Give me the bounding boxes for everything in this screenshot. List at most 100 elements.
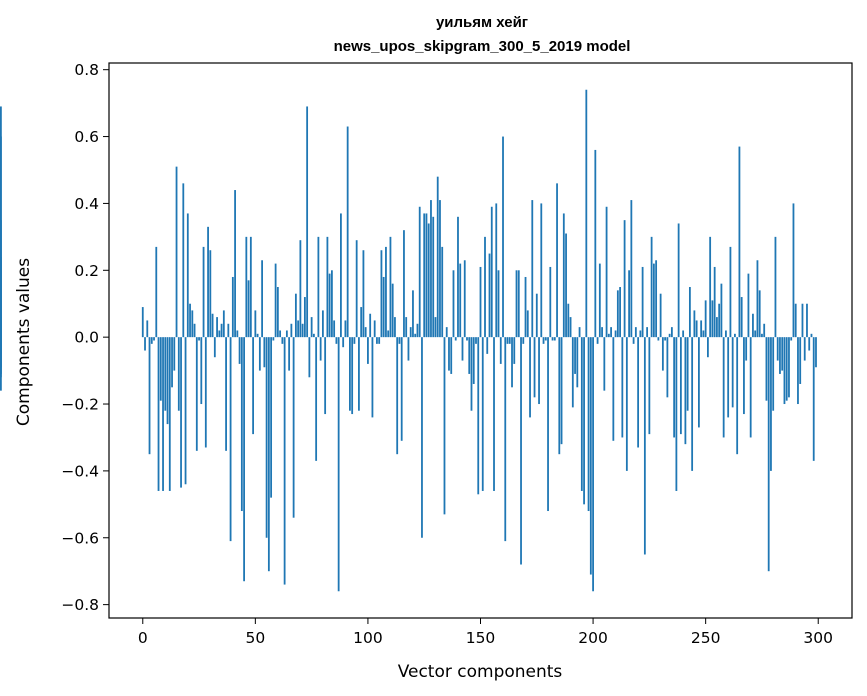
- bar-261: [729, 246, 732, 338]
- bar-56: [267, 337, 270, 572]
- bar-95: [355, 240, 358, 338]
- bar-296: [808, 337, 811, 351]
- x-tick-label: 150: [466, 629, 496, 647]
- bar-227: [652, 263, 655, 338]
- x-tick-label: 300: [803, 629, 833, 647]
- bar-55: [265, 337, 268, 538]
- bar-104: [376, 337, 378, 344]
- bar-110: [389, 236, 392, 338]
- bar-249: [702, 330, 705, 338]
- x-axis-label: Vector components: [398, 662, 563, 682]
- bar-50: [254, 310, 257, 338]
- bar-85: [333, 320, 336, 338]
- y-tick-label: −0.8: [61, 596, 99, 614]
- bar-226: [650, 236, 653, 338]
- bar-134: [443, 337, 446, 515]
- bar-144: [466, 337, 468, 341]
- bar-11: [166, 337, 169, 425]
- bar-193: [576, 337, 579, 388]
- bar-248: [700, 320, 703, 338]
- bar-13: [171, 337, 173, 388]
- bar-68: [294, 293, 297, 338]
- bar-245: [693, 310, 696, 338]
- bar-218: [632, 337, 635, 344]
- bar-147: [472, 337, 475, 384]
- bar-135: [445, 327, 448, 338]
- bar-90: [344, 320, 347, 338]
- bar-33: [216, 317, 218, 338]
- bar-236: [673, 337, 676, 438]
- bar-112: [394, 317, 396, 338]
- bar-202: [596, 337, 599, 344]
- bar-29: [207, 226, 209, 338]
- bar-34: [218, 330, 221, 338]
- bar-213: [621, 337, 624, 438]
- bar-150: [479, 266, 482, 338]
- bar-178: [542, 337, 545, 344]
- bar-243: [688, 287, 691, 338]
- bar-62: [281, 337, 284, 344]
- bar-96: [358, 337, 360, 411]
- bar-250: [704, 300, 707, 338]
- bar-43: [238, 337, 241, 364]
- bar-179: [544, 337, 547, 341]
- bar-121: [414, 333, 417, 338]
- bar-10: [164, 337, 167, 411]
- bar-172: [529, 337, 531, 418]
- bar-162: [506, 337, 509, 344]
- bar-212: [619, 287, 621, 338]
- bar-192: [574, 337, 576, 374]
- bar-92: [349, 337, 351, 411]
- bar-287: [788, 337, 790, 398]
- bar-36: [222, 310, 225, 338]
- bar-215: [625, 337, 628, 471]
- bar-145: [468, 337, 471, 374]
- bar-270: [749, 337, 752, 438]
- bar-127: [427, 223, 430, 338]
- bars: [0, 89, 817, 592]
- bar-223: [643, 337, 646, 555]
- bar-148: [475, 337, 477, 344]
- bar-57: [270, 337, 273, 498]
- bar-263: [734, 333, 736, 338]
- bar-132: [439, 200, 441, 338]
- bar-258: [722, 337, 725, 438]
- y-tick-label: 0.6: [74, 128, 99, 146]
- y-axis-label: Components values: [14, 258, 34, 426]
- bar-269: [747, 273, 750, 338]
- bar-40: [231, 276, 234, 338]
- bar-74: [308, 337, 311, 378]
- bar-164: [511, 337, 513, 388]
- bar-26: [200, 337, 203, 405]
- bar-124: [421, 337, 423, 538]
- bar-276: [763, 323, 766, 338]
- bar-219: [634, 327, 637, 338]
- bar-158: [497, 270, 500, 338]
- x-tick-label: 250: [691, 629, 721, 647]
- bar-125: [423, 213, 426, 338]
- bar-156: [493, 337, 495, 491]
- bar-108: [385, 246, 387, 338]
- y-tick-label: 0.2: [74, 262, 99, 280]
- y-tick-label: 0.4: [74, 195, 99, 213]
- bar-163: [508, 337, 511, 344]
- y-tick-label: −0.4: [61, 462, 99, 480]
- y-tick-label: 0.0: [74, 329, 99, 347]
- bar-143: [463, 260, 466, 338]
- bar-102: [371, 337, 374, 418]
- bar-122: [416, 323, 419, 338]
- y-tick-label: −0.6: [61, 529, 99, 547]
- bar-197: [585, 89, 588, 338]
- bar-173: [531, 200, 534, 338]
- bar-14: [173, 337, 176, 371]
- bar-60: [276, 287, 279, 338]
- bar-72: [303, 297, 306, 338]
- bar-39: [229, 337, 232, 542]
- bar-133: [441, 246, 444, 338]
- bar-81: [324, 337, 327, 415]
- bar-12: [168, 337, 171, 491]
- bar-201: [594, 149, 597, 338]
- bar-61: [279, 330, 282, 338]
- x-tick-label: 50: [245, 629, 265, 647]
- bar-87: [337, 337, 340, 592]
